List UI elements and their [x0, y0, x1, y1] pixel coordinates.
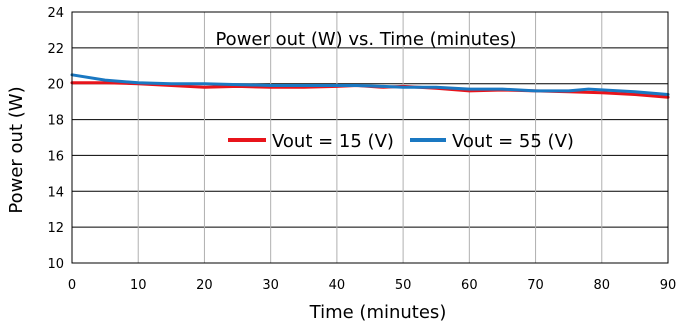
chart-title: Power out (W) vs. Time (minutes)	[215, 29, 516, 50]
series-lines	[70, 73, 670, 99]
y-tick-label: 16	[47, 149, 64, 164]
x-tick-label: 10	[130, 278, 147, 293]
y-tick-label: 22	[47, 42, 64, 57]
x-tick-label: 70	[527, 278, 544, 293]
x-tick-label: 80	[594, 278, 611, 293]
y-axis-title: Power out (W)	[6, 86, 27, 213]
y-tick-label: 12	[47, 221, 64, 236]
series-line-1	[70, 73, 670, 96]
legend: Vout = 15 (V) Vout = 55 (V)	[228, 131, 574, 152]
x-tick-label: 90	[660, 278, 677, 293]
y-tick-label: 18	[47, 114, 64, 129]
x-tick-label: 20	[196, 278, 213, 293]
y-tick-label: 24	[47, 6, 64, 21]
x-tick-label: 60	[461, 278, 478, 293]
y-tick-label: 10	[47, 257, 64, 272]
x-tick-label: 50	[395, 278, 412, 293]
y-tick-label: 14	[47, 185, 64, 200]
x-tick-label: 40	[329, 278, 346, 293]
plot-frame	[71, 11, 669, 264]
legend-label-1: Vout = 55 (V)	[452, 131, 574, 152]
legend-label-0: Vout = 15 (V)	[272, 131, 394, 152]
x-tick-label: 0	[68, 278, 76, 293]
axes: 10 12 14 16 18 20 22 24 0 10 20 30 40 50 60 70 80 90	[47, 6, 676, 293]
x-tick-label: 30	[262, 278, 279, 293]
chart-title-group: Power out (W) vs. Time (minutes)	[215, 29, 516, 50]
y-tick-label: 20	[47, 78, 64, 93]
x-axis-title: Time (minutes)	[309, 302, 447, 323]
